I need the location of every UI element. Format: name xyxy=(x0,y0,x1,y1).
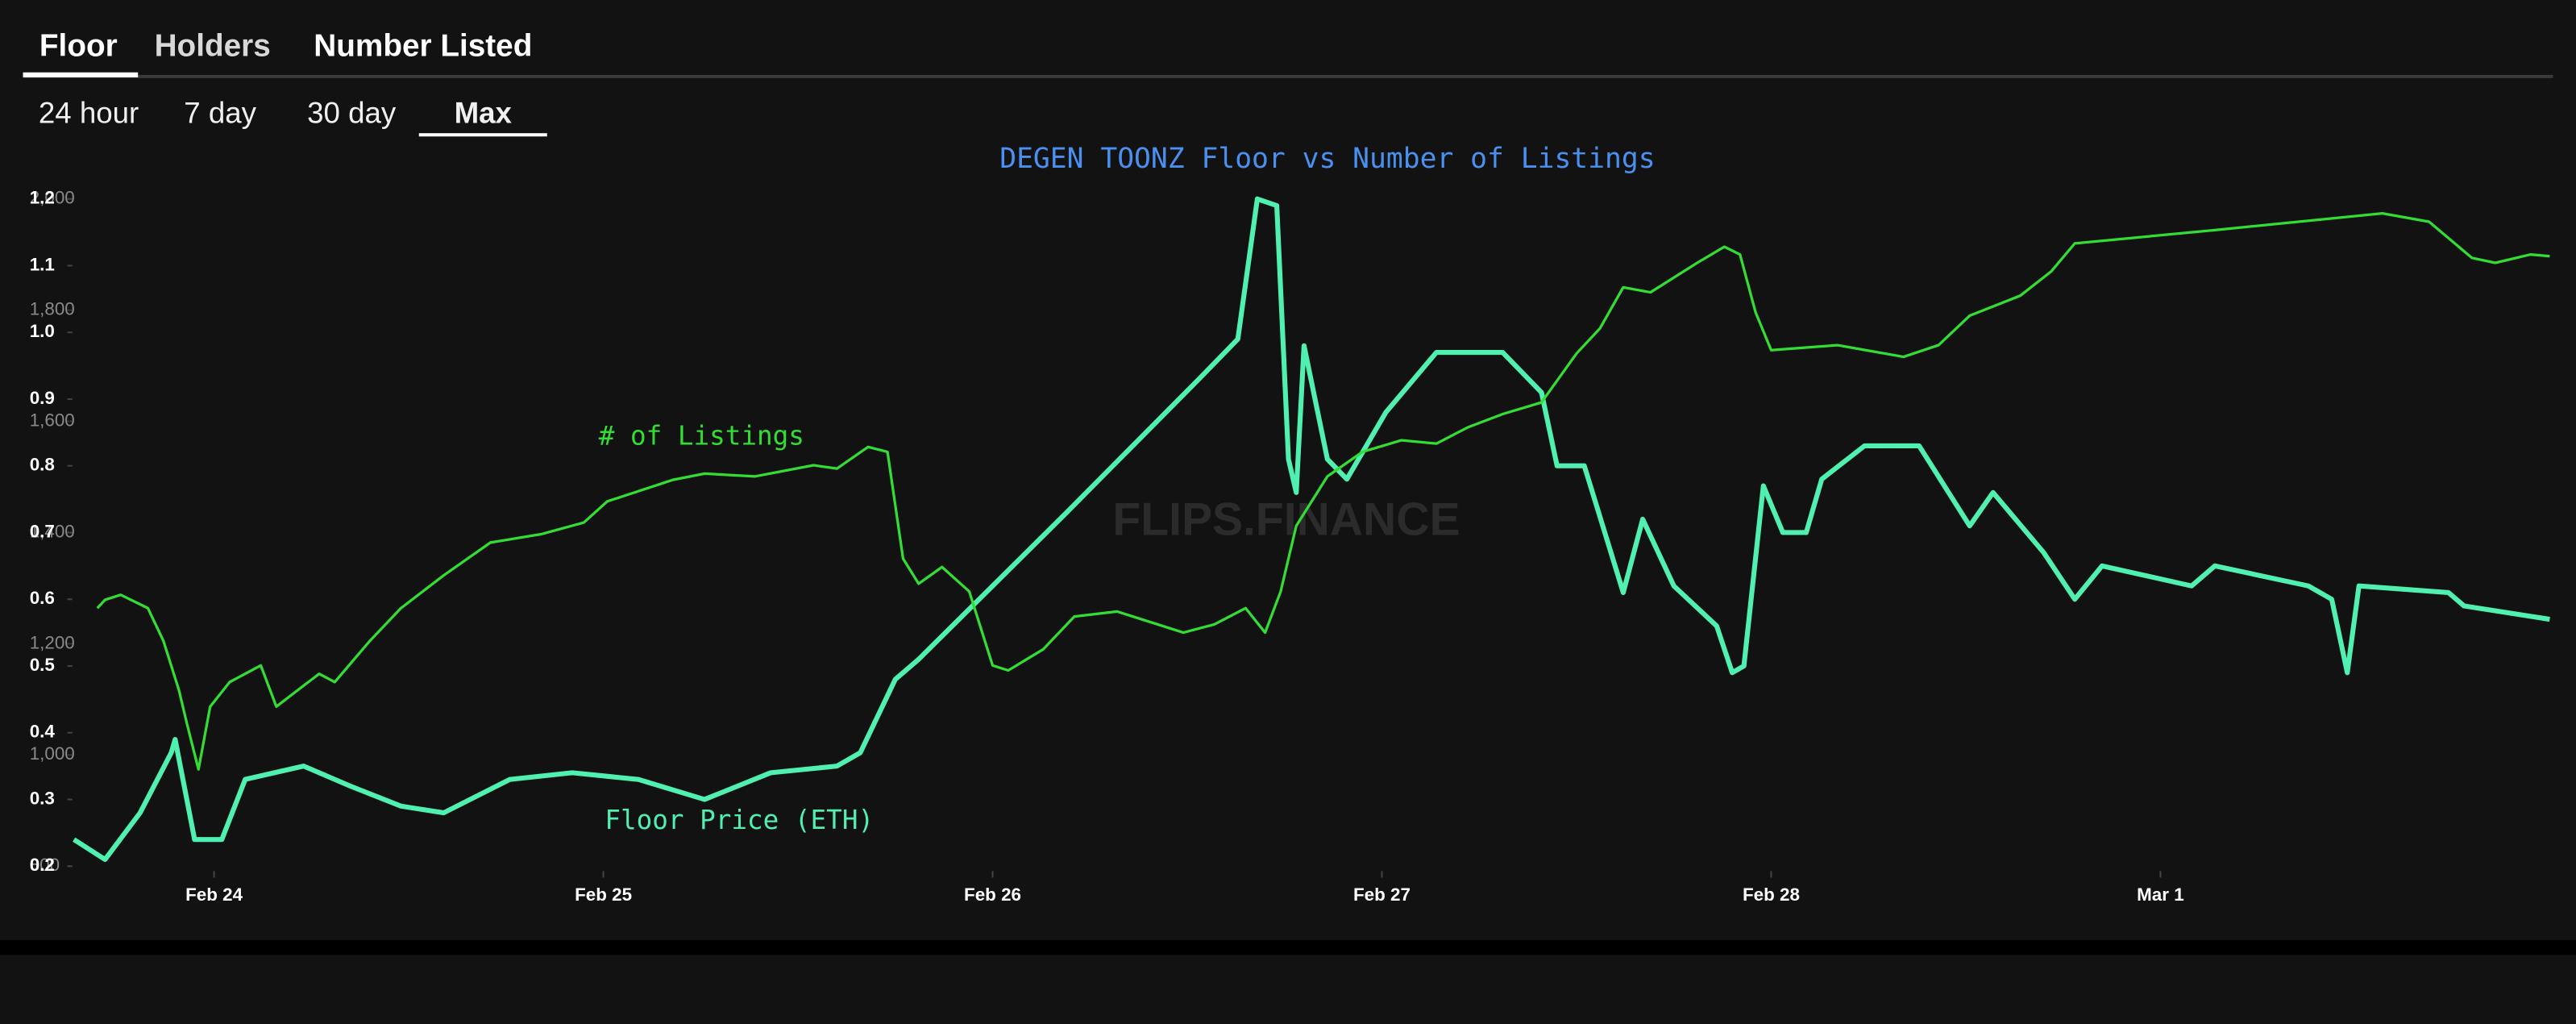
y-tick-label: 0.3 xyxy=(30,788,55,808)
tab[interactable]: Floor xyxy=(39,28,118,63)
range-button[interactable]: 24 hour xyxy=(39,96,139,129)
range-underline xyxy=(418,133,547,137)
series-line xyxy=(73,196,2550,863)
watermark: FLIPS.FINANCE xyxy=(1112,493,1460,545)
y-tick-label: 1.2 xyxy=(30,188,55,208)
x-tick-label: Mar 1 xyxy=(2137,885,2184,905)
y-tick-label: 0.5 xyxy=(30,655,55,675)
range-button[interactable]: 30 day xyxy=(307,96,397,129)
range-button[interactable]: 7 day xyxy=(184,96,256,129)
y2-tick-label: 1,600 xyxy=(30,410,75,430)
y2-tick-label: 1,800 xyxy=(30,299,75,319)
y-tick-label: 1.1 xyxy=(30,254,55,274)
y-tick-label: 0.2 xyxy=(30,855,55,875)
x-tick-label: Feb 28 xyxy=(1743,885,1800,905)
y-tick-label: 0.8 xyxy=(30,455,55,475)
y-tick-label: 1.0 xyxy=(30,321,55,341)
divider xyxy=(0,939,2576,955)
tab[interactable]: Number Listed xyxy=(314,28,532,63)
y-tick-label: 0.6 xyxy=(30,588,55,608)
tab-bar: Floor Holders Number Listed xyxy=(23,28,532,77)
panel xyxy=(0,0,2576,940)
range-button[interactable]: Max xyxy=(455,96,513,129)
tab-underline xyxy=(23,72,139,77)
y2-tick-label: 2,000 xyxy=(30,188,75,208)
x-tick-label: Feb 25 xyxy=(575,885,632,905)
x-tick-label: Feb 26 xyxy=(964,885,1021,905)
y2-tick-label: 800 xyxy=(30,855,60,875)
chart-title: DEGEN TOONZ Floor vs Number of Listings xyxy=(999,143,1655,175)
y-tick-label: 0.4 xyxy=(30,722,56,742)
y2-tick-label: 1,400 xyxy=(30,521,75,541)
y-tick-label: 0.7 xyxy=(30,521,55,541)
y2-tick-label: 1,200 xyxy=(30,632,75,652)
tab[interactable]: Holders xyxy=(155,28,271,63)
plot: 800 1,000 1,200 1,400 1,600 1,800 2,000 0.2 0.3 0… xyxy=(30,188,2550,905)
y-tick-label: 0.9 xyxy=(30,388,55,408)
series-label: # of Listings xyxy=(599,420,804,451)
series-line xyxy=(96,212,2550,771)
x-tick-label: Feb 24 xyxy=(185,885,243,905)
range-bar: 24 hour 7 day 30 day Max xyxy=(39,96,547,137)
x-tick-label: Feb 27 xyxy=(1353,885,1411,905)
series-label: Floor Price (ETH) xyxy=(605,805,874,835)
y2-tick-label: 1,000 xyxy=(30,743,75,764)
